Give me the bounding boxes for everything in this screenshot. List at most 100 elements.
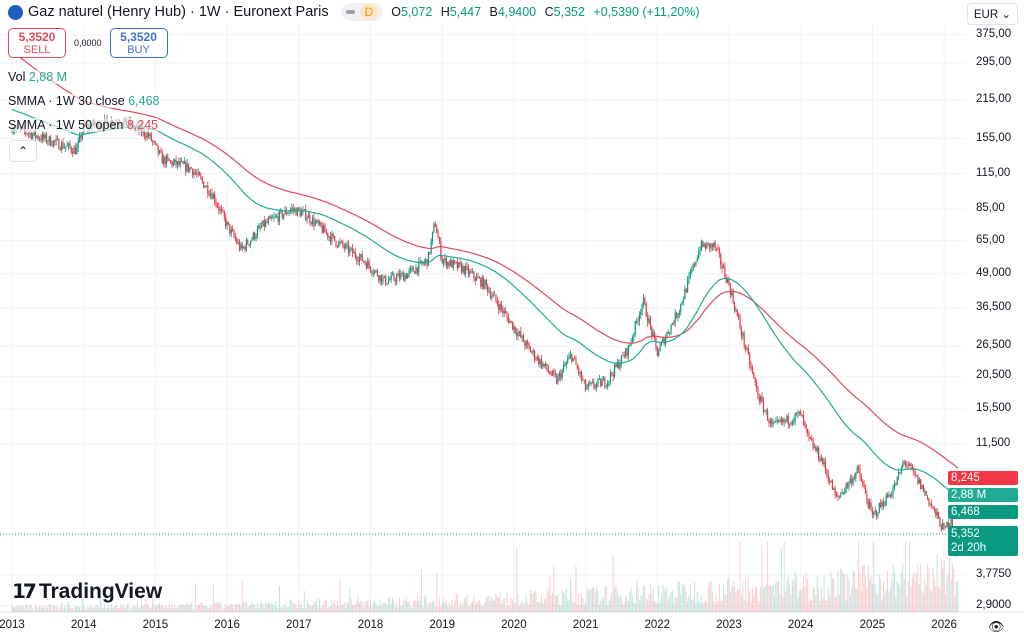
candle-body: [215, 202, 217, 205]
volume-bar: [288, 606, 290, 612]
volume-bar: [462, 603, 464, 612]
volume-bar: [498, 598, 500, 612]
volume-bar: [407, 602, 409, 612]
volume-bar: [822, 598, 824, 612]
candle-body: [928, 498, 930, 505]
volume-bar: [714, 602, 716, 612]
volume-bar: [262, 604, 264, 612]
smma50-legend[interactable]: SMMA · 1W 50 open 8,245: [8, 118, 159, 132]
candle-body: [703, 244, 705, 247]
volume-bar: [711, 591, 713, 612]
candle-body: [62, 142, 64, 149]
volume-bar: [50, 603, 52, 612]
candle-body: [356, 256, 358, 261]
volume-bar: [386, 605, 388, 612]
candle-body: [780, 418, 782, 422]
volume-bar: [330, 605, 332, 612]
candle-body: [305, 209, 307, 220]
market-status[interactable]: D: [340, 3, 384, 21]
candle-body: [487, 284, 489, 293]
volume-bar: [265, 601, 267, 612]
volume-bar: [574, 601, 576, 612]
candle-body: [394, 279, 396, 282]
volume-bar: [951, 562, 953, 612]
candle-body: [74, 147, 77, 155]
smma30-legend[interactable]: SMMA · 1W 30 close 6,468: [8, 94, 160, 108]
volume-bar: [590, 589, 592, 612]
candle-body: [947, 522, 949, 528]
collapse-legend-button[interactable]: ⌃: [9, 140, 37, 162]
symbol-title[interactable]: Gaz naturel (Henry Hub) · 1W · Euronext …: [28, 4, 329, 20]
volume-bar: [210, 606, 212, 612]
candle-body: [707, 242, 709, 244]
candle-body: [509, 320, 511, 323]
candle-body: [281, 210, 283, 218]
candle-body: [871, 508, 873, 515]
candle-body: [331, 234, 333, 242]
time-tick-label: 2025: [859, 619, 886, 631]
candle-body: [59, 149, 61, 151]
volume-bar: [221, 607, 223, 612]
candle-body: [942, 523, 944, 530]
volume-bar: [185, 604, 187, 612]
candle-body: [605, 386, 607, 388]
candle-body: [547, 369, 549, 372]
volume-bar: [705, 599, 707, 612]
candle-body: [644, 297, 646, 304]
candle-body: [225, 217, 227, 226]
candle-body: [329, 236, 332, 242]
volume-bar: [825, 601, 827, 612]
volume-bar: [684, 584, 686, 612]
price-tick-label: 15,500: [976, 402, 1012, 415]
volume-bar: [510, 597, 512, 612]
candle-body: [656, 346, 658, 356]
volume-bar: [724, 593, 726, 612]
volume-bar: [149, 607, 151, 612]
volume-bar: [735, 592, 737, 612]
candle-body: [306, 218, 308, 220]
volume-bar: [798, 590, 800, 612]
candle-body: [360, 254, 362, 258]
volume-bar: [853, 571, 855, 612]
volume-bar: [259, 602, 261, 612]
currency-select[interactable]: EUR ⌄: [966, 3, 1018, 25]
volume-bar: [181, 604, 183, 612]
candle-body: [260, 226, 263, 228]
candle-body: [230, 229, 232, 234]
volume-bar: [429, 602, 431, 612]
volume-bar: [452, 605, 454, 612]
sell-button[interactable]: 5,3520 SELL: [8, 28, 66, 58]
volume-bar: [736, 589, 738, 612]
candle-body: [256, 229, 259, 237]
candle-body: [762, 400, 765, 412]
volume-bar: [327, 607, 329, 612]
candle-body: [658, 351, 660, 356]
candle-body: [263, 220, 265, 227]
volume-bar: [214, 602, 216, 612]
volume-bar: [364, 601, 366, 612]
volume-bar: [840, 567, 842, 612]
volume-legend[interactable]: Vol 2,88 M: [8, 70, 68, 84]
tradingview-logo[interactable]: 𝟭𝟳 TradingView: [12, 579, 163, 604]
candle-body: [513, 326, 515, 330]
volume-bar: [564, 594, 566, 612]
volume-bar: [826, 600, 828, 612]
candle-body: [914, 471, 916, 476]
volume-bar: [389, 596, 391, 612]
candle-body: [407, 273, 409, 279]
candle-body: [946, 522, 948, 528]
volume-bar: [944, 594, 946, 612]
candle-body: [385, 276, 387, 285]
volume-bar: [361, 601, 363, 612]
buy-button[interactable]: 5,3520 BUY: [109, 28, 168, 58]
volume-bar: [283, 605, 285, 612]
volume-bar: [809, 599, 811, 612]
volume-bar: [331, 599, 333, 612]
candle-body: [629, 345, 631, 346]
eye-icon[interactable]: 👁: [988, 619, 1005, 634]
candle-body: [925, 491, 927, 496]
candle-body: [768, 420, 770, 424]
candle-body: [298, 207, 300, 211]
delayed-badge: D: [359, 4, 379, 20]
